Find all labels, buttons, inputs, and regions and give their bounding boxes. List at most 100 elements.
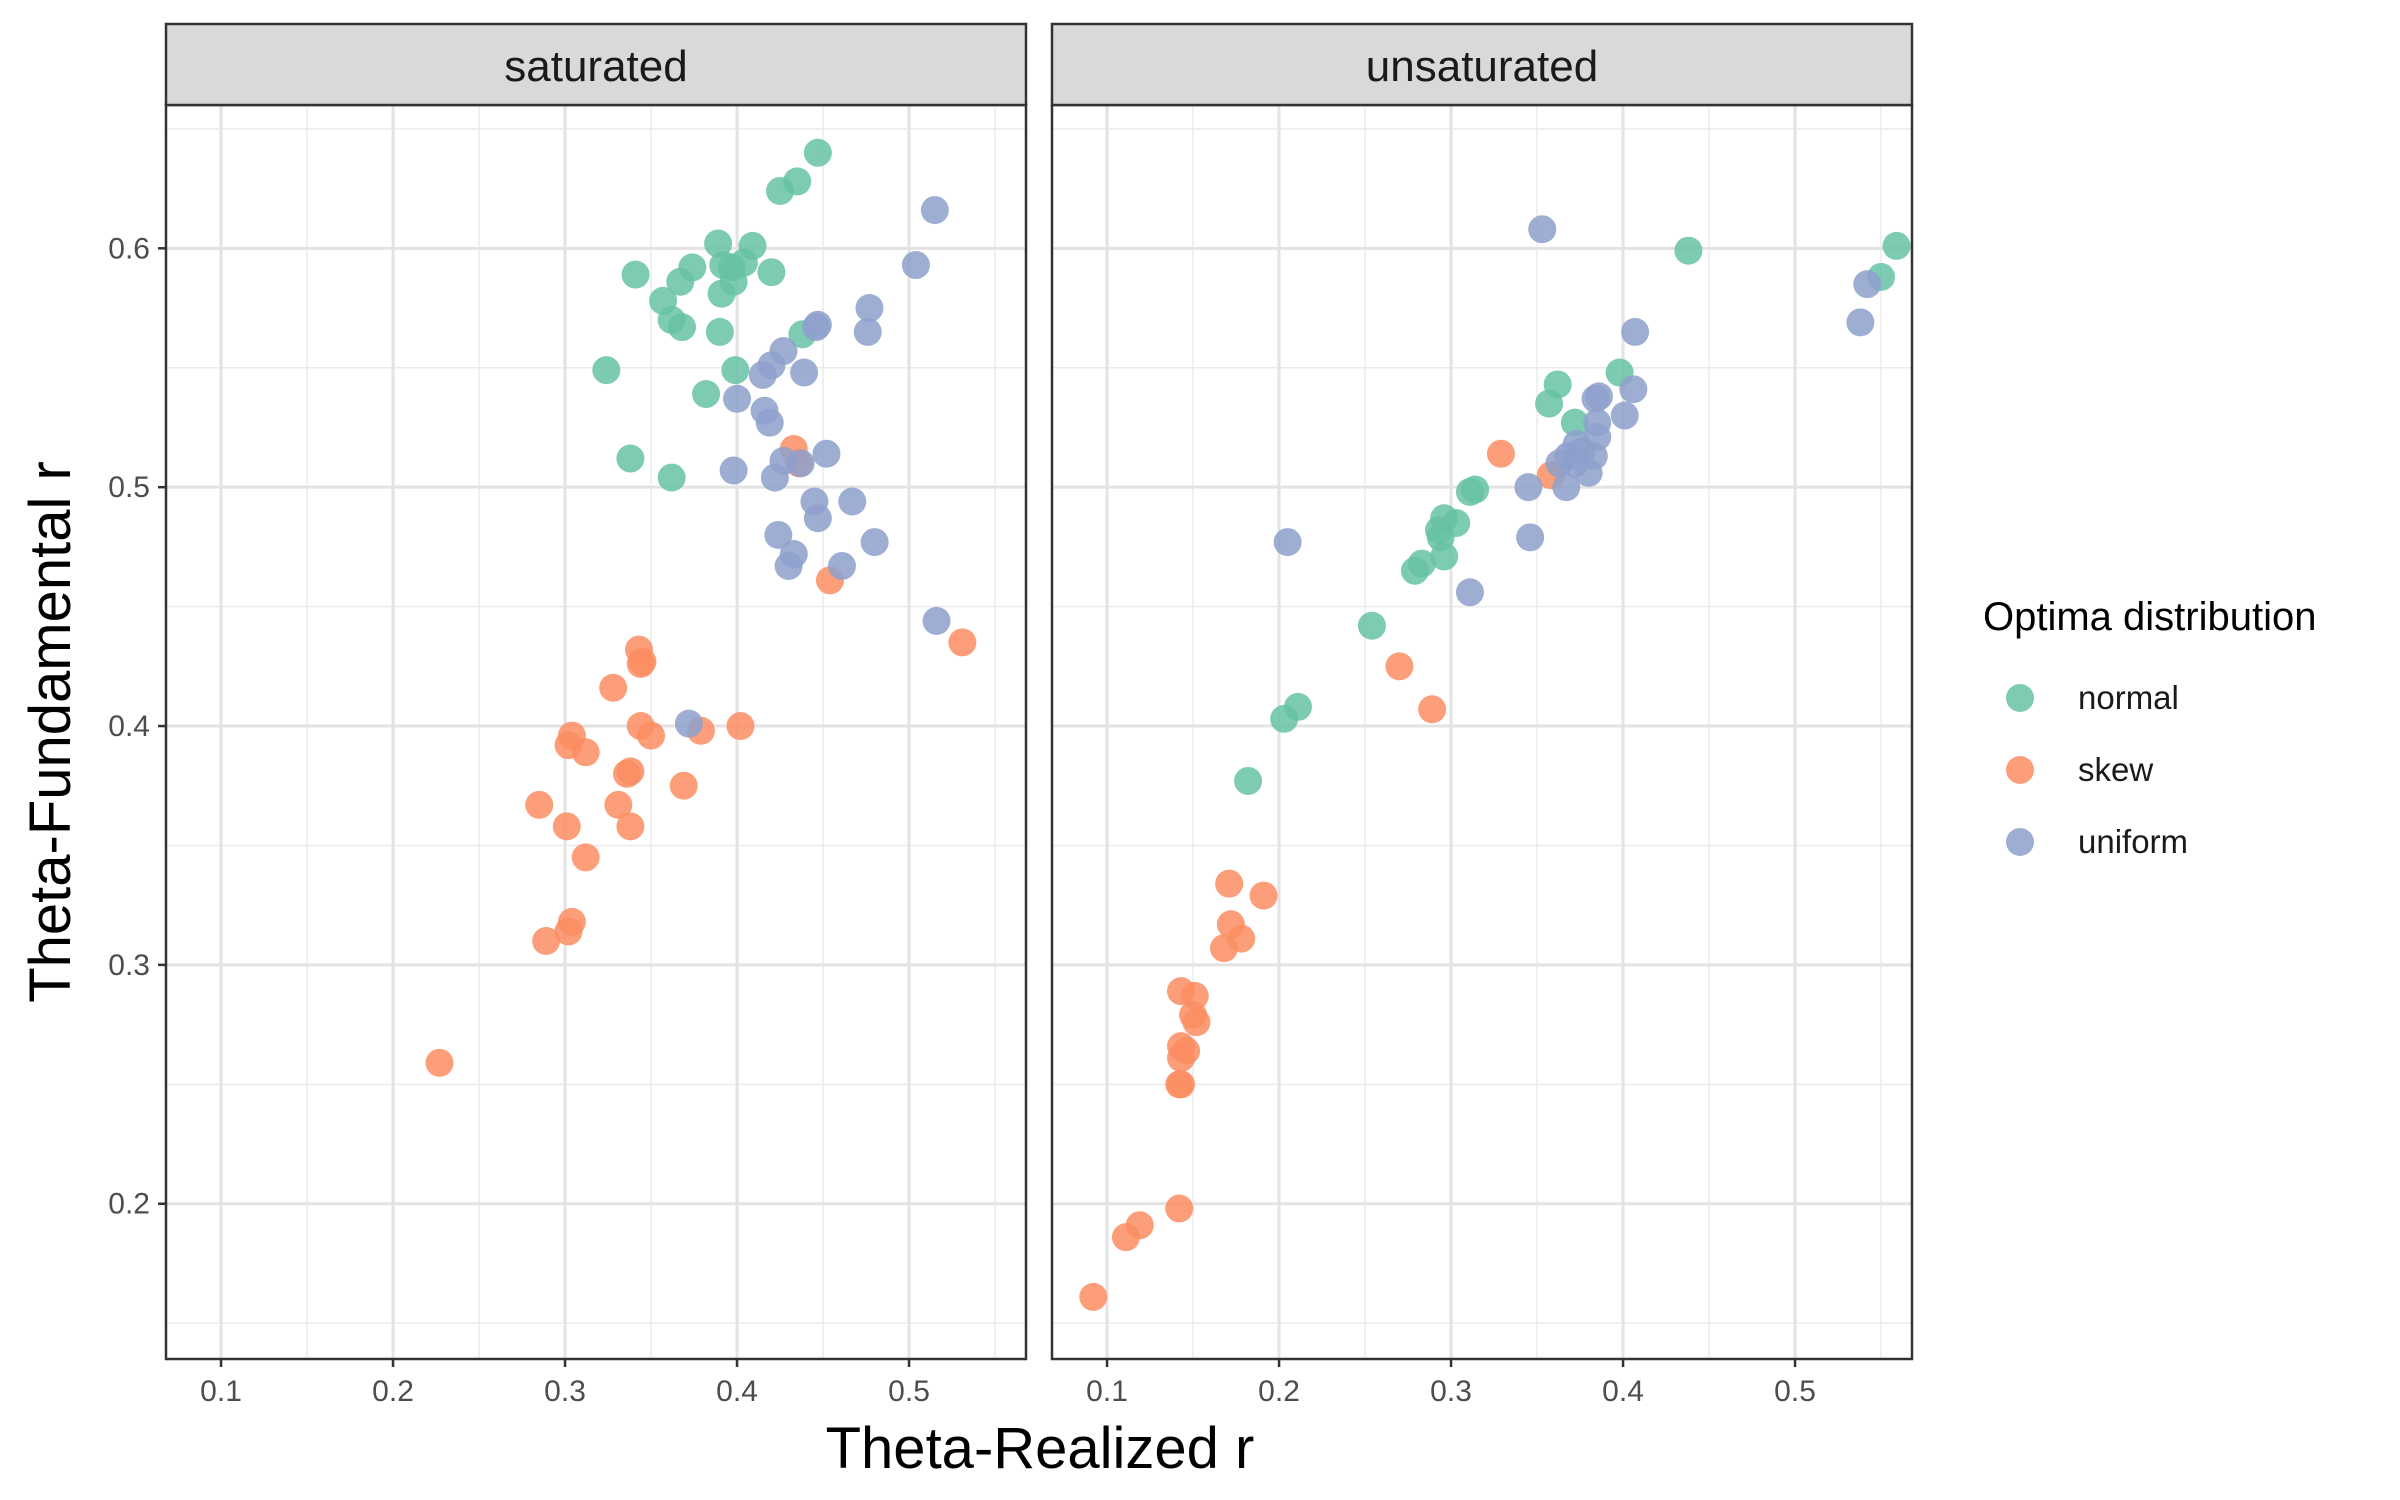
points-unsaturated xyxy=(1079,215,1911,1311)
data-point-skew xyxy=(1079,1282,1108,1311)
points-saturated xyxy=(425,138,977,1077)
data-point-uniform xyxy=(1514,473,1543,502)
data-point-skew xyxy=(1486,439,1515,468)
y-axis-ticks: 0.2 0.3 0.4 0.5 0.6 xyxy=(108,232,166,1221)
data-point-skew xyxy=(616,757,645,786)
data-point-uniform xyxy=(719,456,748,485)
data-point-uniform xyxy=(723,384,752,413)
data-point-uniform xyxy=(1528,215,1557,244)
data-point-uniform xyxy=(1619,375,1648,404)
x-tick-label: 0.4 xyxy=(716,1375,758,1408)
data-point-normal xyxy=(592,356,621,385)
data-point-normal xyxy=(803,138,832,167)
x-tick-label: 0.1 xyxy=(1086,1375,1128,1408)
legend: Optima distribution normal skew uniform xyxy=(1983,595,2316,860)
data-point-normal xyxy=(705,317,734,346)
data-point-normal xyxy=(1674,236,1703,265)
data-point-skew xyxy=(557,907,586,936)
panel-background xyxy=(166,105,1026,1359)
data-point-uniform xyxy=(922,606,951,635)
legend-key-skew xyxy=(2006,756,2034,784)
data-point-uniform xyxy=(853,317,882,346)
data-point-skew xyxy=(525,790,554,819)
data-point-skew xyxy=(1167,1070,1195,1099)
data-point-uniform xyxy=(1516,523,1545,552)
data-point-normal xyxy=(1430,542,1459,571)
data-point-uniform xyxy=(748,360,777,389)
data-point-normal xyxy=(621,260,650,289)
data-point-normal xyxy=(1455,477,1484,506)
data-point-uniform xyxy=(755,408,784,437)
panel-unsaturated: unsaturated 0.1 0.2 0.3 0.4 0.5 xyxy=(1050,22,1914,1408)
data-point-skew xyxy=(1165,1194,1194,1223)
data-point-skew xyxy=(571,843,600,872)
data-point-skew xyxy=(1385,652,1414,681)
x-tick-label: 0.4 xyxy=(1602,1375,1644,1408)
legend-title: Optima distribution xyxy=(1983,595,2316,639)
x-tick-label: 0.3 xyxy=(1430,1375,1472,1408)
data-point-skew xyxy=(1418,695,1447,724)
data-point-normal xyxy=(704,229,733,258)
data-point-uniform xyxy=(760,463,789,492)
data-point-skew xyxy=(1210,934,1238,963)
data-point-normal xyxy=(678,253,707,282)
y-axis-title: Theta-Fundamental r xyxy=(18,461,83,1003)
data-point-uniform xyxy=(827,551,856,580)
legend-label-uniform: uniform xyxy=(2078,823,2188,860)
data-point-normal xyxy=(616,444,645,473)
x-axis-title: Theta-Realized r xyxy=(826,1416,1255,1481)
data-point-uniform xyxy=(920,196,949,225)
data-point-uniform xyxy=(860,528,889,557)
data-point-skew xyxy=(1182,1008,1211,1037)
data-point-normal xyxy=(766,176,795,205)
data-point-normal xyxy=(1535,389,1564,418)
data-point-uniform xyxy=(1273,528,1302,557)
data-point-skew xyxy=(425,1048,454,1077)
legend-key-uniform xyxy=(2006,828,2034,856)
data-point-skew xyxy=(552,812,581,841)
data-point-skew xyxy=(616,812,645,841)
data-point-uniform xyxy=(803,504,832,533)
data-point-skew xyxy=(1111,1223,1140,1252)
legend-label-skew: skew xyxy=(2078,751,2153,788)
data-point-normal xyxy=(1400,556,1429,585)
data-point-uniform xyxy=(1846,308,1875,337)
data-point-uniform xyxy=(812,439,841,468)
data-point-skew xyxy=(948,628,977,657)
data-point-skew xyxy=(1249,881,1278,910)
x-tick-label: 0.2 xyxy=(1258,1375,1300,1408)
data-point-uniform xyxy=(803,310,832,339)
data-point-normal xyxy=(657,463,686,492)
y-tick-label: 0.3 xyxy=(108,949,150,982)
data-point-uniform xyxy=(855,294,884,323)
strip-background xyxy=(1050,22,1914,107)
x-axis-ticks-saturated: 0.1 0.2 0.3 0.4 0.5 xyxy=(200,1359,930,1408)
data-point-skew xyxy=(726,712,755,741)
x-tick-label: 0.1 xyxy=(200,1375,242,1408)
data-point-skew xyxy=(669,771,698,800)
data-point-skew xyxy=(1167,1044,1195,1073)
strip-background xyxy=(164,22,1028,107)
data-point-uniform xyxy=(838,487,867,516)
x-tick-label: 0.3 xyxy=(544,1375,586,1408)
y-tick-label: 0.5 xyxy=(108,471,150,504)
data-point-skew xyxy=(604,790,633,819)
strip-label-unsaturated: unsaturated xyxy=(1366,42,1598,91)
data-point-uniform xyxy=(674,709,703,738)
y-tick-label: 0.4 xyxy=(108,710,150,743)
strip-label-saturated: saturated xyxy=(504,42,687,91)
data-point-skew xyxy=(1215,869,1244,898)
legend-label-normal: normal xyxy=(2078,679,2179,716)
data-point-normal xyxy=(757,258,786,287)
data-point-uniform xyxy=(1581,384,1610,413)
data-point-uniform xyxy=(774,551,803,580)
data-point-uniform xyxy=(786,449,815,478)
x-tick-label: 0.5 xyxy=(1774,1375,1816,1408)
data-point-uniform xyxy=(1552,473,1581,502)
data-point-normal xyxy=(692,380,721,409)
data-point-normal xyxy=(721,356,750,385)
data-point-uniform xyxy=(1610,401,1639,430)
x-tick-label: 0.5 xyxy=(888,1375,930,1408)
data-point-normal xyxy=(1234,766,1263,795)
data-point-skew xyxy=(628,647,657,676)
